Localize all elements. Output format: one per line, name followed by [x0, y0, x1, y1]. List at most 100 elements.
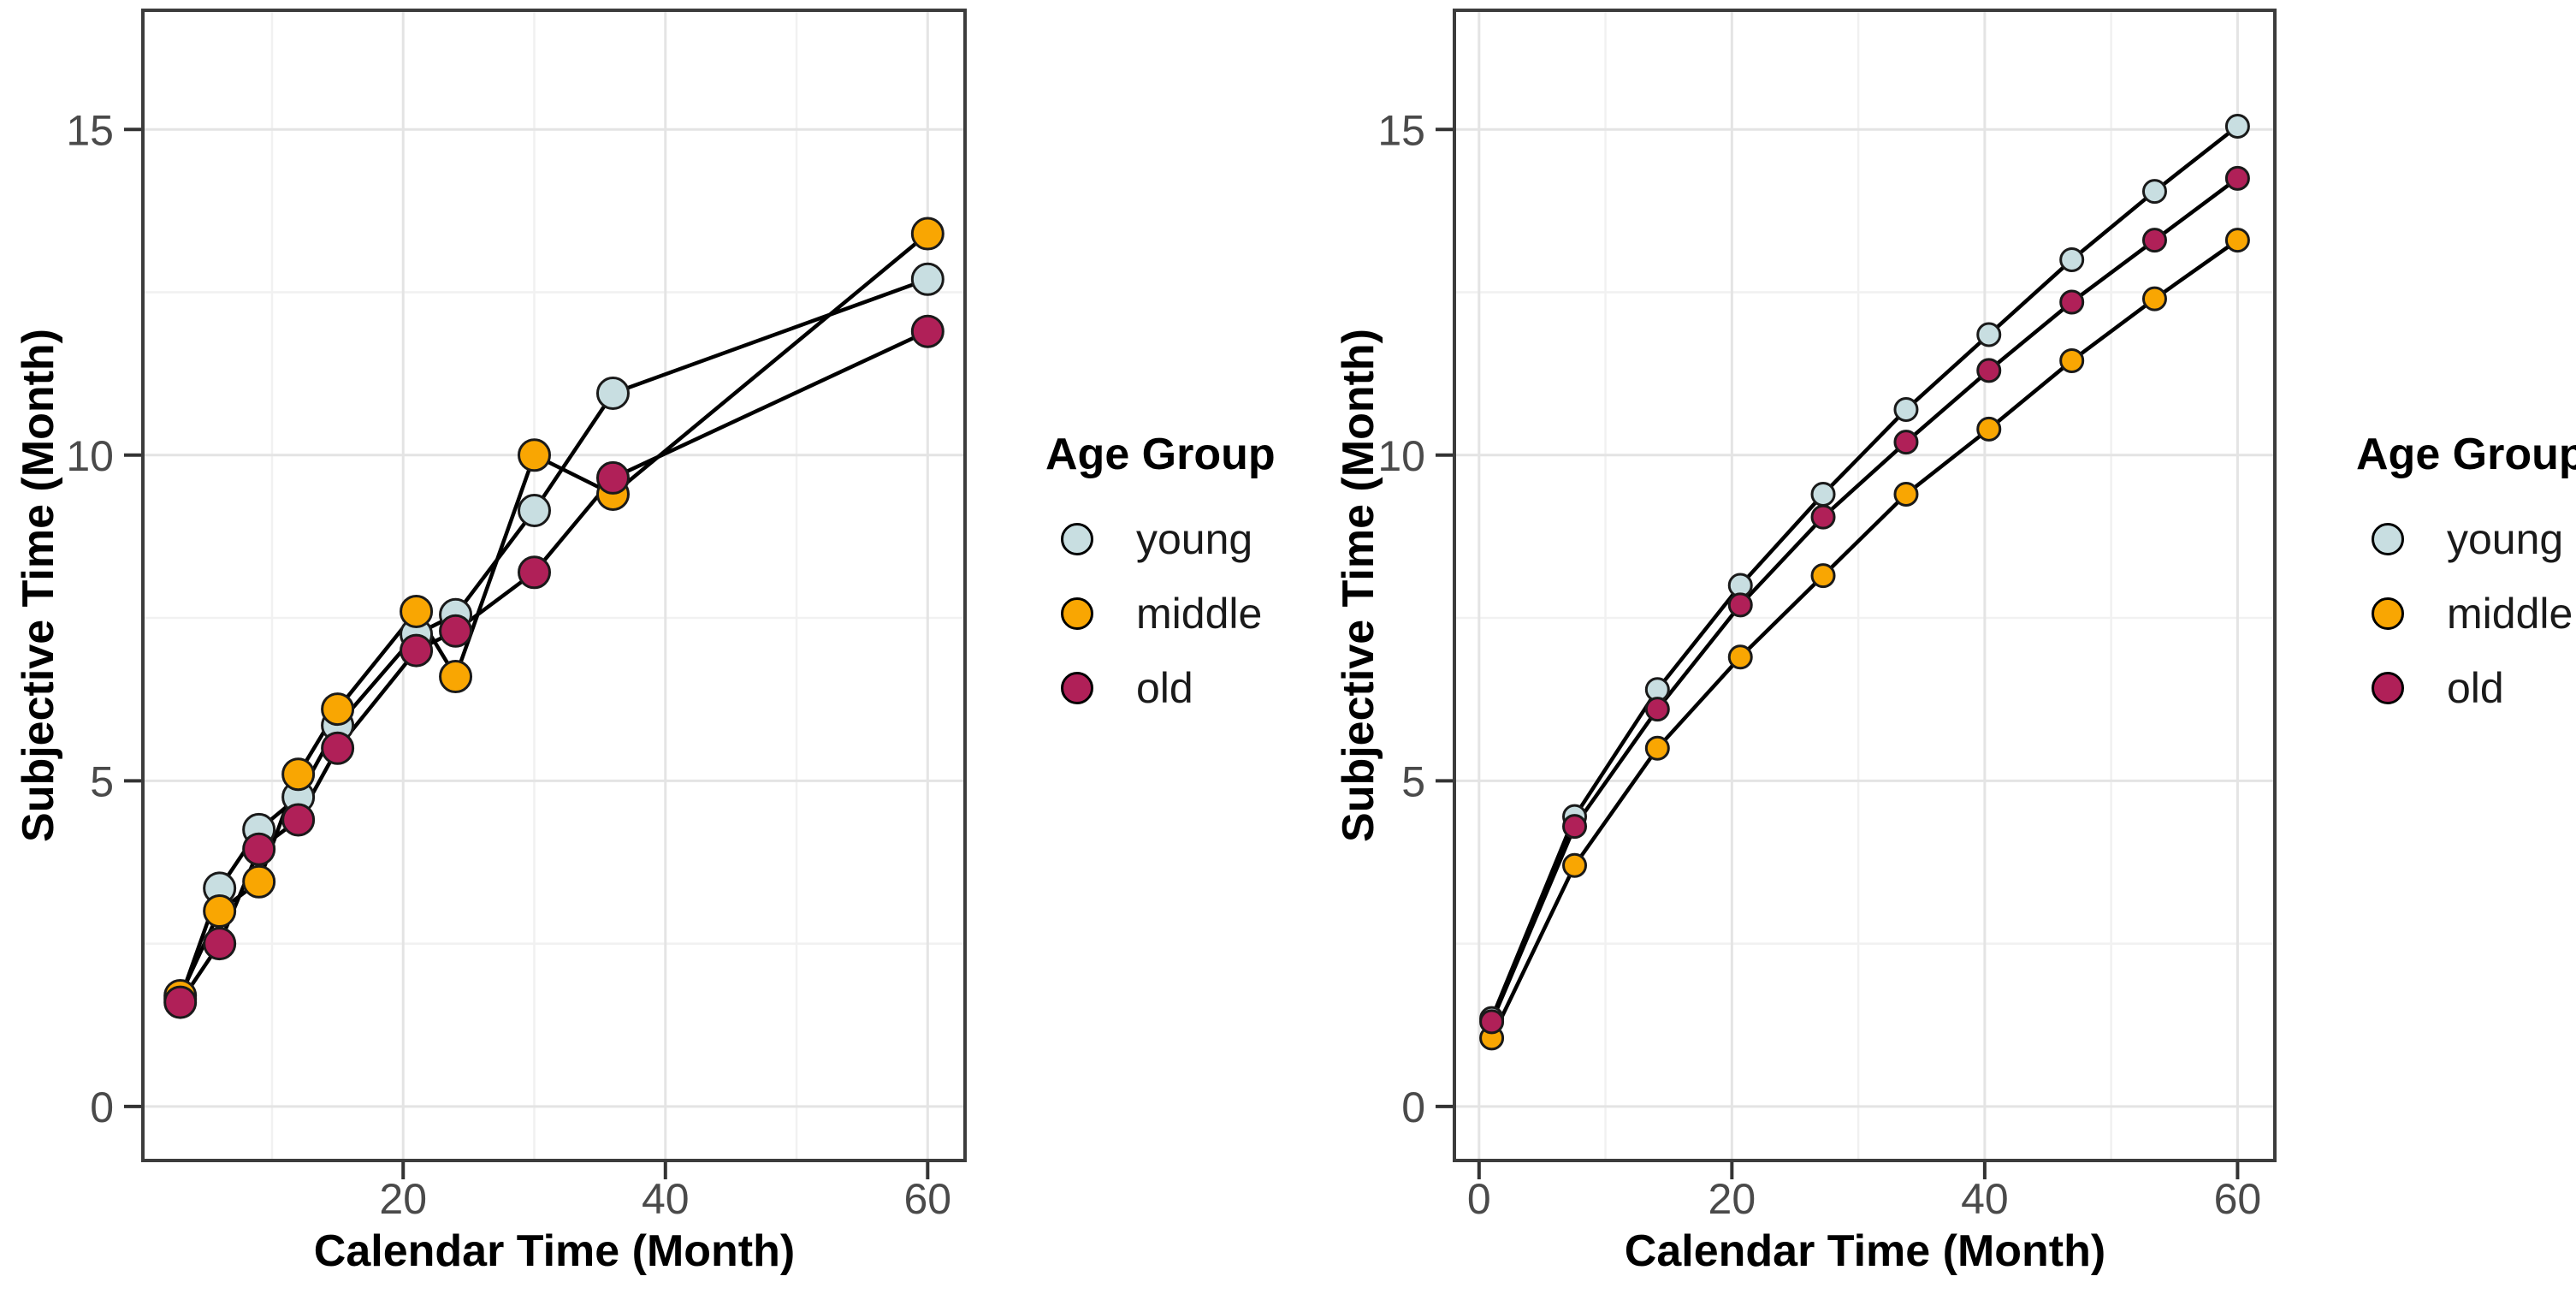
data-point-middle: [1562, 852, 1588, 878]
series-points-old: [163, 314, 945, 1019]
x-tick-label: 20: [379, 1175, 427, 1223]
series-line-middle: [1489, 238, 2239, 1039]
left-plot: 20 40 60 0 5 10 15: [66, 9, 967, 1223]
data-point-old: [1893, 430, 1919, 455]
old-point-icon: [2372, 672, 2404, 704]
legend-title: Age Group: [1045, 430, 1276, 479]
legend-item-middle: middle: [2356, 591, 2576, 636]
axis-ticks: 0 20 40 60 0 5 10 15: [1377, 106, 2261, 1223]
series-points-middle: [1479, 228, 2250, 1051]
series-line-young: [1489, 124, 2239, 1019]
data-point-young: [2141, 179, 2167, 205]
data-point-old: [439, 614, 473, 648]
data-point-old: [1562, 814, 1588, 840]
y-tick-label: 5: [90, 757, 114, 805]
data-point-middle: [439, 660, 473, 694]
data-point-middle: [1644, 735, 1670, 761]
right-y-axis-title: Subjective Time (Month): [1334, 329, 1383, 842]
series-line-old: [1489, 176, 2239, 1023]
data-point-old: [321, 731, 355, 765]
data-point-old: [1810, 504, 1836, 530]
data-point-middle: [2059, 347, 2085, 373]
series-line-old: [178, 329, 929, 1004]
legend-item-young: young: [1045, 517, 1302, 561]
y-tick-label: 10: [66, 432, 114, 480]
x-tick-label: 20: [1708, 1175, 1756, 1223]
data-point-middle: [400, 594, 434, 628]
data-point-old: [242, 832, 276, 866]
data-point-old: [910, 314, 945, 348]
x-tick-label: 60: [2214, 1175, 2262, 1223]
data-point-middle: [518, 438, 552, 472]
legend-label-middle: middle: [1136, 590, 1263, 638]
panel-border: [141, 9, 967, 1162]
data-point-middle: [242, 864, 276, 899]
legend-item-old: old: [1045, 666, 1302, 710]
young-point-icon: [2372, 523, 2404, 555]
y-tick-label: 15: [1377, 106, 1425, 154]
data-point-middle: [1893, 481, 1919, 507]
left-y-axis-title: Subjective Time (Month): [14, 329, 63, 842]
data-point-old: [1976, 358, 2002, 383]
series-line-middle: [178, 232, 929, 997]
data-point-middle: [910, 217, 945, 251]
x-tick-label: 40: [642, 1175, 690, 1223]
data-point-young: [910, 262, 945, 296]
legend-right: Age Group young middle old: [2356, 432, 2576, 740]
legend-label-old: old: [2447, 664, 2504, 712]
data-point-old: [203, 927, 237, 961]
data-point-young: [1976, 322, 2002, 347]
data-point-middle: [1976, 416, 2002, 442]
data-point-middle: [203, 894, 237, 929]
data-point-middle: [1810, 563, 1836, 589]
data-point-young: [518, 493, 552, 527]
data-point-middle: [321, 692, 355, 727]
data-point-middle: [2224, 228, 2250, 253]
y-tick-label: 15: [66, 106, 114, 154]
series-points-old: [1479, 165, 2250, 1035]
y-tick-label: 5: [1401, 757, 1425, 805]
axis-ticks: 20 40 60 0 5 10 15: [66, 106, 951, 1223]
legend-label-middle: middle: [2447, 590, 2573, 638]
data-point-middle: [281, 757, 316, 792]
series-line-young: [178, 277, 929, 1000]
data-point-old: [595, 460, 630, 495]
data-point-young: [2224, 113, 2250, 139]
x-tick-label: 60: [904, 1175, 952, 1223]
left-x-axis-title: Calendar Time (Month): [313, 1226, 796, 1276]
data-point-old: [1479, 1009, 1505, 1035]
legend-label-old: old: [1136, 664, 1193, 712]
data-point-old: [2224, 165, 2250, 191]
right-x-axis-title: Calendar Time (Month): [1624, 1226, 2106, 1276]
y-tick-label: 0: [1401, 1083, 1425, 1131]
legend-label-young: young: [2447, 515, 2564, 563]
data-point-young: [2059, 246, 2085, 272]
data-point-old: [1727, 592, 1753, 618]
gridlines: [1454, 10, 2275, 1160]
legend-item-middle: middle: [1045, 591, 1302, 636]
x-tick-label: 40: [1961, 1175, 2009, 1223]
x-tick-label: 0: [1467, 1175, 1491, 1223]
series-points-middle: [163, 217, 945, 1012]
data-point-old: [1644, 697, 1670, 722]
data-point-old: [400, 633, 434, 668]
data-point-old: [163, 985, 198, 1019]
young-point-icon: [1061, 523, 1093, 555]
gridlines: [143, 10, 965, 1160]
legend-title: Age Group: [2356, 430, 2576, 479]
y-tick-label: 10: [1377, 432, 1425, 480]
data-point-young: [1810, 481, 1836, 507]
middle-point-icon: [2372, 597, 2404, 630]
middle-point-icon: [1061, 597, 1093, 630]
data-point-young: [595, 376, 630, 410]
data-point-old: [2141, 228, 2167, 253]
data-point-old: [518, 555, 552, 590]
legend-item-young: young: [2356, 517, 2576, 561]
legend-label-young: young: [1136, 515, 1253, 563]
right-plot: 0 20 40 60 0 5 10 15: [1377, 9, 2277, 1223]
data-point-young: [1893, 397, 1919, 423]
data-point-middle: [2141, 286, 2167, 312]
old-point-icon: [1061, 672, 1093, 704]
data-point-middle: [1727, 644, 1753, 670]
data-point-old: [281, 803, 316, 837]
